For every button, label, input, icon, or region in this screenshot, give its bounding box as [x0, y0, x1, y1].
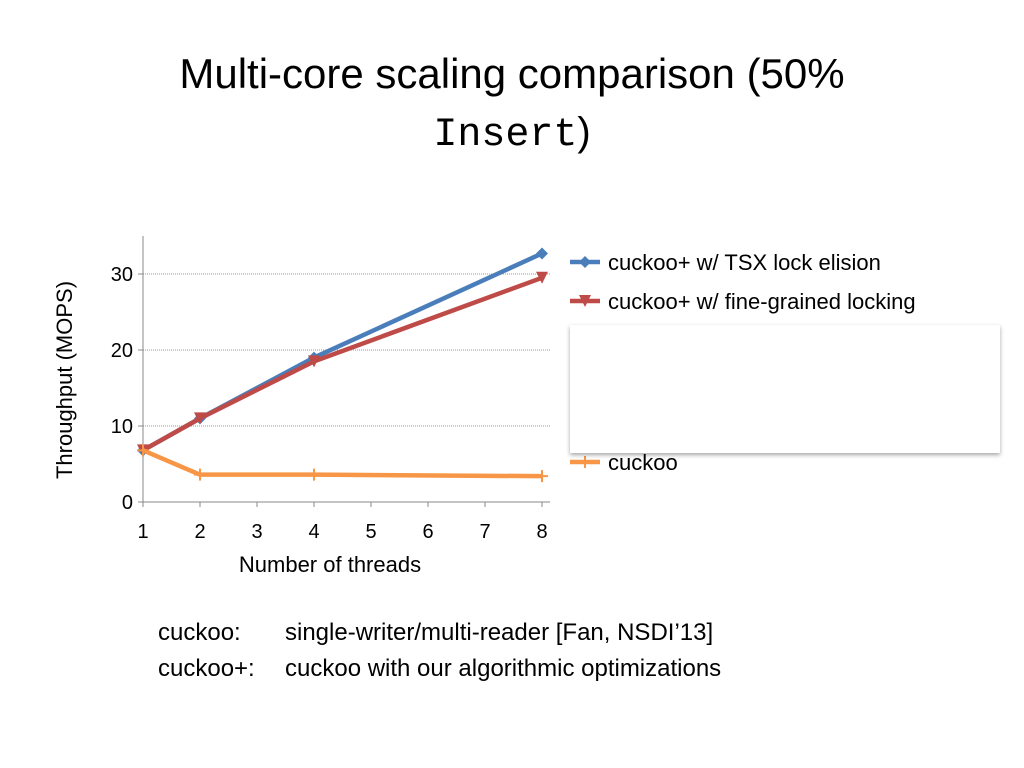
- overlay-box: [570, 325, 1000, 453]
- x-axis-label: Number of threads: [239, 552, 421, 577]
- x-tick-label: 7: [479, 521, 490, 543]
- line: [141, 275, 543, 453]
- x-tick-label: 3: [251, 521, 262, 543]
- chart: 0 10 20 30 1 2 3 4 5 6 7 8 Number of threads Throughp…: [52, 236, 916, 577]
- marker: [194, 412, 206, 425]
- title: Multi-core scaling comparison (50%: [179, 50, 844, 97]
- legend-label: cuckoo+ w/ fine-grained locking: [608, 289, 916, 314]
- note-text: cuckoo with our algorithmic optimization…: [285, 655, 721, 682]
- note-label: cuckoo:: [158, 619, 241, 646]
- marker: [579, 256, 591, 268]
- x-tick-label: 2: [194, 521, 205, 543]
- title-code: Insert: [433, 113, 577, 158]
- marker: [536, 247, 548, 260]
- y-axis-label: Throughput (MOPS): [52, 281, 77, 479]
- x-tick-label: 4: [308, 521, 319, 543]
- marker: [308, 355, 320, 368]
- y-tick-label: 20: [111, 340, 133, 362]
- marker: [579, 456, 591, 468]
- y-tick-label: 30: [111, 264, 133, 286]
- marker: [579, 295, 591, 307]
- title-end: ): [577, 110, 590, 154]
- marker: [308, 468, 320, 481]
- y-tick-label: 0: [122, 492, 133, 514]
- legend-label: cuckoo+ w/ TSX lock elision: [608, 250, 881, 275]
- marker: [536, 470, 548, 483]
- legend-label: cuckoo: [608, 450, 678, 475]
- x-tick-label: 1: [137, 521, 148, 543]
- line: [142, 448, 543, 479]
- y-tick-label: 10: [111, 416, 133, 438]
- note-label: cuckoo+:: [158, 655, 255, 682]
- x-tick-label: 8: [536, 521, 547, 543]
- note-text: single-writer/multi-reader [Fan, NSDI’13…: [285, 619, 713, 646]
- x-tick-label: 6: [422, 521, 433, 543]
- marker: [536, 271, 548, 284]
- title-line2: Insert): [433, 110, 590, 158]
- marker: [137, 444, 149, 457]
- marker: [194, 468, 206, 481]
- x-tick-label: 5: [365, 521, 376, 543]
